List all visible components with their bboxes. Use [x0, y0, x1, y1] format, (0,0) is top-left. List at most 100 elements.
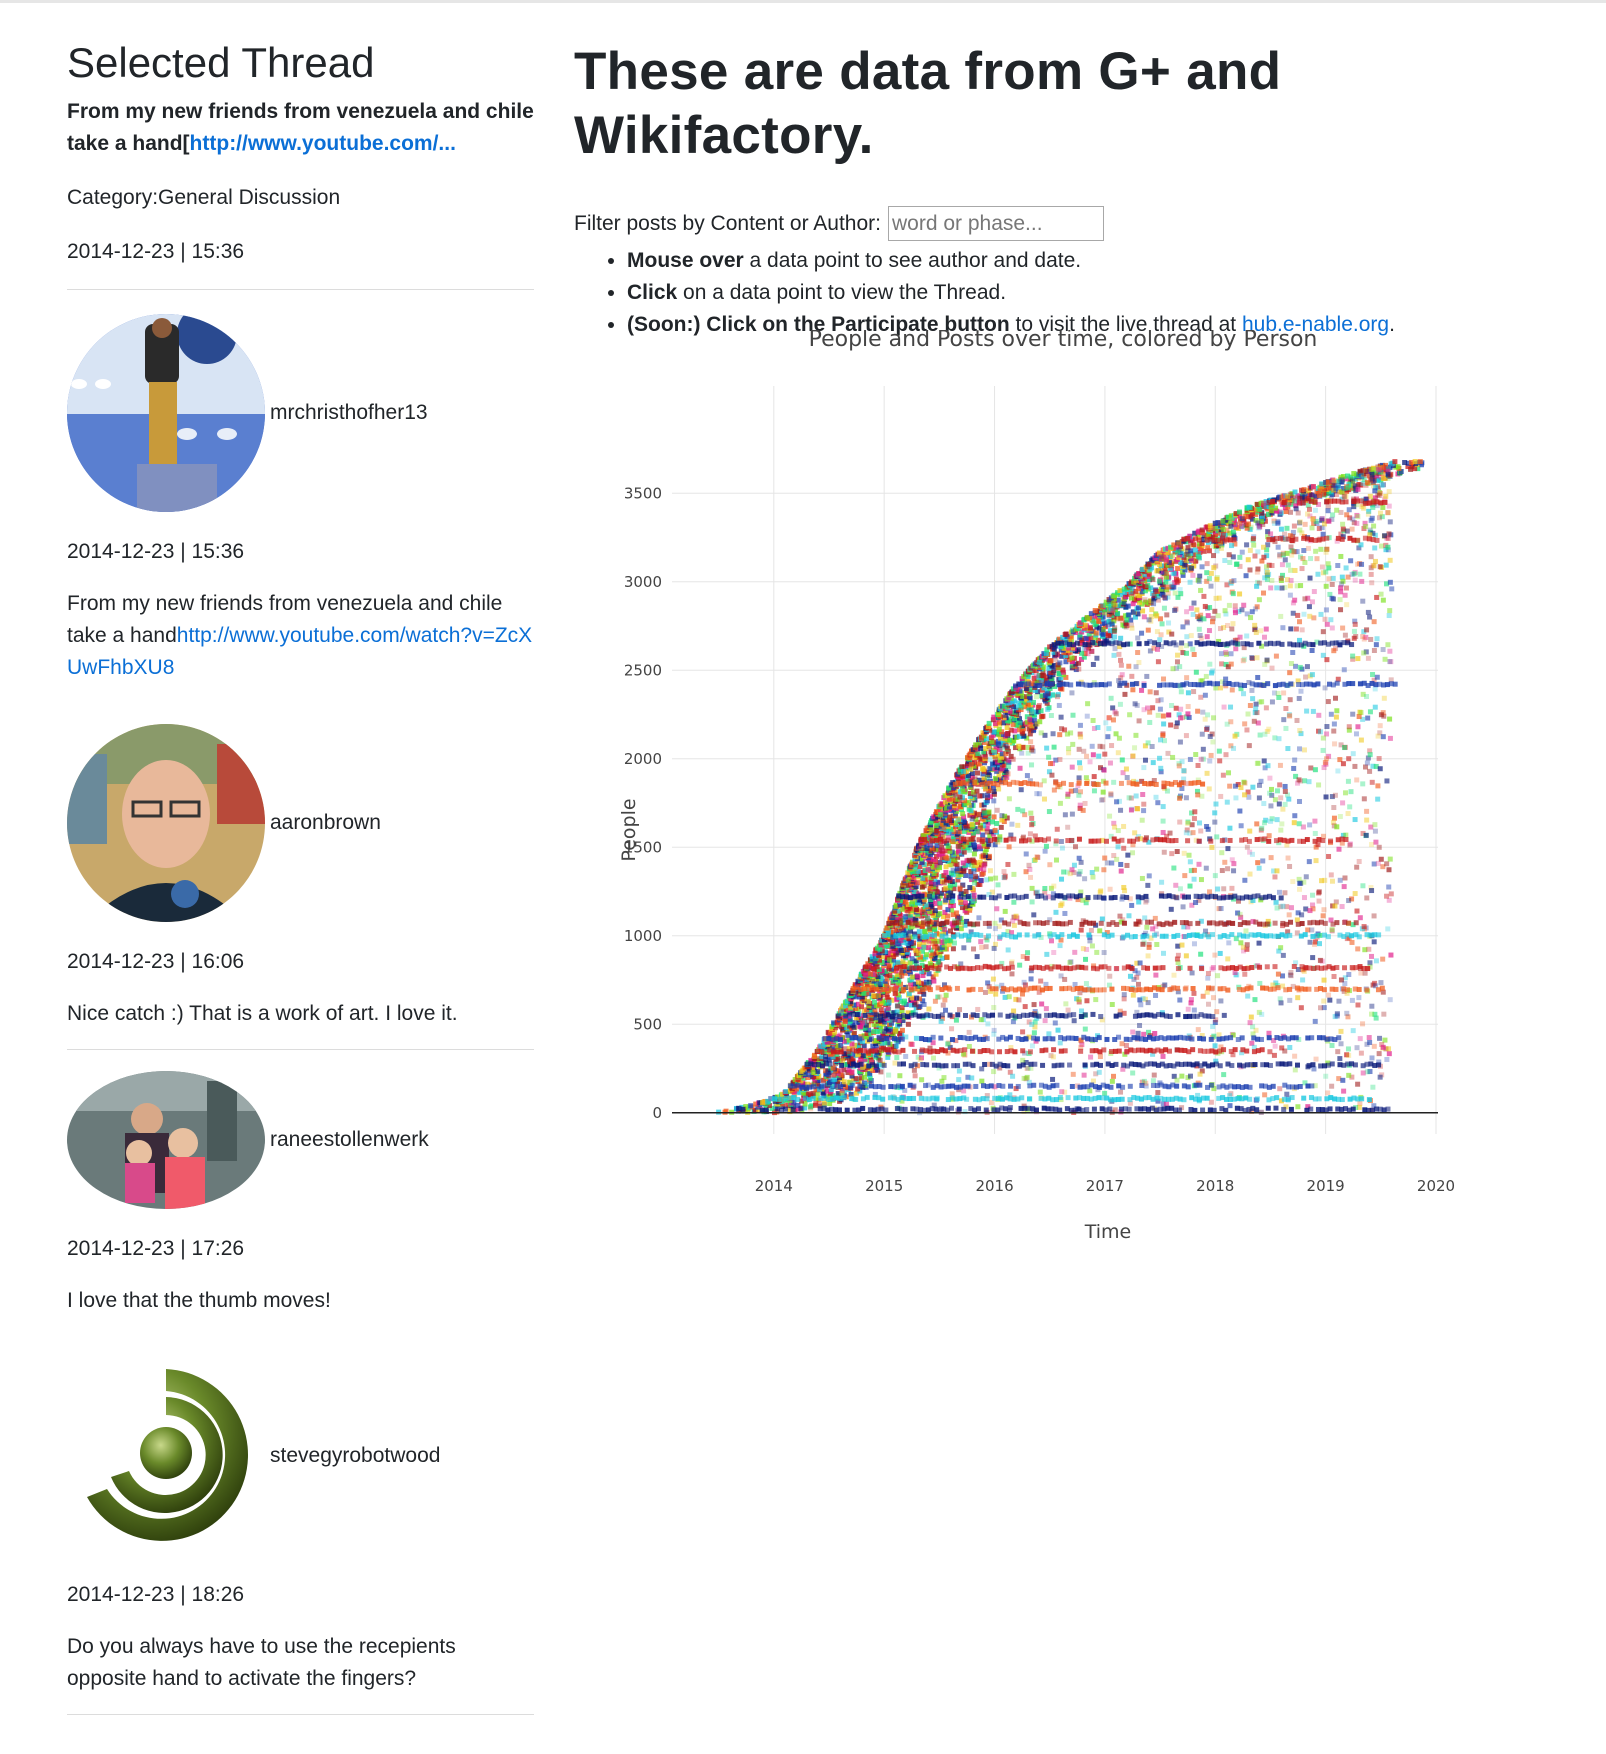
data-point[interactable] [864, 1081, 870, 1087]
data-point[interactable] [972, 747, 978, 753]
data-point[interactable] [1319, 517, 1325, 523]
data-point[interactable] [1160, 551, 1166, 557]
data-point[interactable] [1120, 599, 1126, 605]
data-point[interactable] [1283, 509, 1289, 515]
data-point[interactable] [1120, 622, 1126, 628]
data-point[interactable] [894, 1009, 900, 1015]
data-point[interactable] [905, 877, 911, 883]
data-point[interactable] [963, 903, 969, 909]
data-point[interactable] [1196, 861, 1202, 867]
data-point[interactable] [964, 777, 970, 783]
data-point[interactable] [905, 1021, 911, 1027]
data-point[interactable] [1025, 950, 1031, 956]
data-point[interactable] [1385, 475, 1391, 481]
data-point[interactable] [1340, 521, 1346, 527]
data-point[interactable] [881, 937, 887, 943]
data-point[interactable] [1330, 482, 1336, 488]
data-point[interactable] [1347, 515, 1353, 521]
data-point[interactable] [971, 763, 977, 769]
data-point[interactable] [1022, 677, 1028, 683]
data-point[interactable] [932, 908, 938, 914]
data-point[interactable] [1380, 956, 1386, 962]
data-point[interactable] [1323, 490, 1329, 496]
data-point[interactable] [1128, 617, 1134, 623]
data-point[interactable] [1292, 813, 1298, 819]
data-point[interactable] [1353, 471, 1359, 477]
data-point[interactable] [980, 766, 986, 772]
data-point[interactable] [1314, 489, 1320, 495]
data-point[interactable] [939, 801, 945, 807]
data-point[interactable] [843, 1003, 849, 1009]
data-point[interactable] [780, 1091, 786, 1097]
data-point[interactable] [840, 1058, 846, 1064]
data-point[interactable] [977, 743, 983, 749]
data-point[interactable] [834, 1043, 840, 1049]
data-point[interactable] [992, 721, 998, 727]
data-point[interactable] [847, 1079, 853, 1085]
data-point[interactable] [885, 1054, 891, 1060]
data-point[interactable] [1382, 1037, 1388, 1043]
data-point[interactable] [892, 1017, 898, 1023]
data-point[interactable] [1030, 699, 1036, 705]
data-point[interactable] [947, 885, 953, 891]
data-point[interactable] [1387, 735, 1393, 741]
data-point[interactable] [904, 940, 910, 946]
data-point[interactable] [1063, 674, 1069, 680]
data-point[interactable] [1153, 794, 1159, 800]
data-point[interactable] [1214, 541, 1220, 547]
data-point[interactable] [1199, 793, 1205, 799]
data-point[interactable] [1289, 491, 1295, 497]
data-point[interactable] [953, 858, 959, 864]
data-point[interactable] [897, 902, 903, 908]
data-point[interactable] [1196, 534, 1202, 540]
data-point[interactable] [1199, 731, 1205, 737]
data-point[interactable] [1048, 670, 1054, 676]
data-point[interactable] [895, 908, 901, 914]
data-point[interactable] [1031, 717, 1037, 723]
data-point[interactable] [1354, 908, 1360, 914]
data-point[interactable] [1090, 661, 1096, 667]
data-point[interactable] [1292, 597, 1298, 603]
data-point[interactable] [1293, 960, 1299, 966]
data-point[interactable] [1038, 978, 1044, 984]
data-point[interactable] [1145, 1000, 1151, 1006]
data-point[interactable] [1137, 1022, 1143, 1028]
data-point[interactable] [948, 890, 954, 896]
data-point[interactable] [1175, 960, 1181, 966]
data-point[interactable] [847, 1023, 853, 1029]
data-point[interactable] [1183, 781, 1189, 787]
data-point[interactable] [1121, 590, 1127, 596]
data-point[interactable] [800, 1089, 806, 1095]
data-point[interactable] [1237, 554, 1243, 560]
data-point[interactable] [1282, 890, 1288, 896]
data-point[interactable] [1121, 823, 1127, 829]
data-point[interactable] [1073, 661, 1079, 667]
data-point[interactable] [1371, 677, 1377, 683]
data-point[interactable] [1110, 609, 1116, 615]
data-point[interactable] [997, 757, 1003, 763]
data-point[interactable] [997, 1065, 1003, 1071]
data-point[interactable] [1043, 1006, 1049, 1012]
data-point[interactable] [969, 774, 975, 780]
data-point[interactable] [1301, 895, 1307, 901]
data-point[interactable] [1143, 584, 1149, 590]
data-point[interactable] [1171, 865, 1177, 871]
data-point[interactable] [821, 1093, 827, 1099]
data-point[interactable] [901, 939, 907, 945]
data-point[interactable] [934, 889, 940, 895]
data-point[interactable] [873, 1037, 879, 1043]
data-point[interactable] [902, 998, 908, 1004]
data-point[interactable] [1057, 1040, 1063, 1046]
data-point[interactable] [1098, 765, 1104, 771]
data-point[interactable] [870, 1067, 876, 1073]
data-point[interactable] [1102, 620, 1108, 626]
data-point[interactable] [1279, 562, 1285, 568]
data-point[interactable] [1149, 743, 1155, 749]
data-point[interactable] [835, 1055, 841, 1061]
data-point[interactable] [1361, 471, 1367, 477]
data-point[interactable] [1006, 844, 1012, 850]
data-point[interactable] [907, 960, 913, 966]
data-point[interactable] [1119, 757, 1125, 763]
data-point[interactable] [1016, 700, 1022, 706]
data-point[interactable] [1191, 941, 1197, 947]
